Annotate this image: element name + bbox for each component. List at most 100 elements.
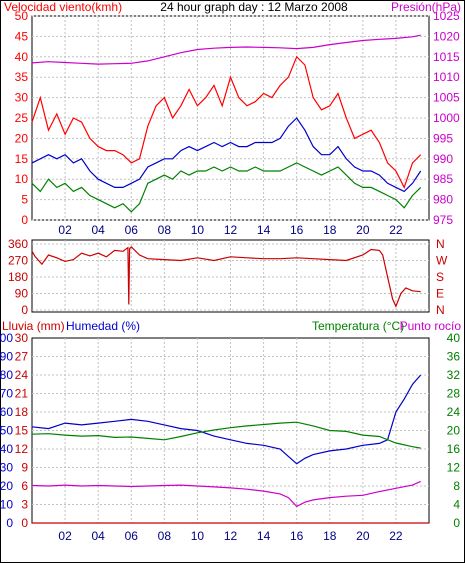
rain-tick-label: 12 [15, 442, 29, 456]
hour-tick-label: 12 [224, 223, 238, 237]
panel3-hour-ticks: 02 04 06 08 10 12 14 16 18 20 22 [58, 529, 403, 543]
wind-speed-tick-label: 50 [15, 9, 29, 23]
humidity-tick-label: 70 [0, 387, 13, 401]
wind-speed-ticks: 0 5 10 15 20 25 30 35 40 45 50 [15, 9, 29, 227]
hour-tick-label: 08 [158, 529, 172, 543]
wind-direction-grid [32, 240, 429, 312]
chart-title: 24 hour graph day : 12 Marzo 2008 [160, 0, 348, 14]
rain-tick-label: 9 [21, 461, 28, 475]
temperature-tick-label: 4 [453, 498, 460, 512]
rain-tick-label: 0 [21, 516, 28, 530]
temperature-line [31, 421, 421, 449]
wind-pressure-series [31, 34, 422, 213]
humidity-tick-label: 60 [0, 405, 13, 419]
rain-tick-label: 30 [15, 331, 29, 345]
humidity-line [31, 374, 422, 465]
hour-tick-label: 04 [91, 529, 105, 543]
humidity-tick-label: 40 [0, 442, 13, 456]
pressure-tick-label: 985 [433, 172, 453, 186]
temperature-tick-label: 0 [453, 516, 460, 530]
pressure-tick-label: 975 [433, 213, 453, 227]
wind-direction-series [31, 245, 421, 308]
hour-tick-label: 10 [191, 223, 205, 237]
wind-speed-tick-label: 20 [15, 131, 29, 145]
temperature-tick-label: 32 [447, 368, 461, 382]
temperature-tick-label: 28 [447, 387, 461, 401]
wind-direction-degree-label: 360 [8, 237, 28, 251]
pressure-tick-label: 1000 [433, 111, 460, 125]
rain-tick-label: 18 [15, 405, 29, 419]
wind-gust-line [31, 55, 422, 189]
hour-tick-label: 18 [323, 529, 337, 543]
compass-direction-label: W [436, 254, 448, 268]
temperature-axis-label: Temperatura (°C) [312, 319, 404, 333]
temperature-tick-label: 12 [447, 461, 461, 475]
pressure-ticks: 975 980 985 990 995 1000 1005 1010 1015 1020 1025 [433, 9, 460, 227]
hour-tick-label: 20 [356, 223, 370, 237]
compass-direction-label: S [436, 270, 444, 284]
wind-direction-degree-label: 270 [8, 254, 28, 268]
pressure-tick-label: 1005 [433, 91, 460, 105]
rain-tick-label: 6 [21, 479, 28, 493]
rain-tick-label: 21 [15, 387, 29, 401]
pressure-tick-label: 1020 [433, 29, 460, 43]
wind-direction-degree-label: 90 [15, 287, 29, 301]
wind-direction-line [31, 245, 421, 308]
wind-speed-tick-label: 25 [15, 111, 29, 125]
wind-speed-tick-label: 15 [15, 152, 29, 166]
wind-average-line [31, 162, 422, 213]
humidity-tick-label: 50 [0, 424, 13, 438]
hour-tick-label: 16 [290, 223, 304, 237]
humidity-axis-label: Humedad (%) [66, 319, 140, 333]
pressure-line [31, 34, 421, 65]
hour-tick-label: 22 [389, 223, 403, 237]
humidity-temperature-panel: 0102030405060708090100036912151821242730… [0, 331, 460, 543]
hour-tick-label: 02 [58, 223, 72, 237]
rain-tick-label: 3 [21, 498, 28, 512]
humidity-tick-label: 30 [0, 461, 13, 475]
temperature-ticks: 0 4 8 12 16 20 24 28 32 36 40 [447, 331, 461, 530]
pressure-tick-label: 990 [433, 152, 453, 166]
hour-tick-label: 16 [290, 529, 304, 543]
wind-pressure-grid [32, 15, 429, 221]
rain-tick-label: 15 [15, 424, 29, 438]
hour-tick-label: 14 [257, 223, 271, 237]
hour-tick-label: 14 [257, 529, 271, 543]
hour-tick-label: 06 [125, 223, 139, 237]
hour-tick-label: 08 [158, 223, 172, 237]
hour-tick-label: 06 [125, 529, 139, 543]
temperature-tick-label: 20 [447, 424, 461, 438]
pressure-tick-label: 1010 [433, 70, 460, 84]
pressure-tick-label: 995 [433, 131, 453, 145]
compass-direction-label: N [436, 303, 445, 317]
hour-tick-label: 18 [323, 223, 337, 237]
humidity-tick-label: 0 [6, 516, 13, 530]
temperature-tick-label: 8 [453, 479, 460, 493]
temperature-tick-label: 40 [447, 331, 461, 345]
hour-tick-label: 20 [356, 529, 370, 543]
humidity-tick-label: 10 [0, 498, 13, 512]
wind-speed-tick-label: 35 [15, 70, 29, 84]
temperature-tick-label: 16 [447, 442, 461, 456]
panel1-hour-ticks: 02 04 06 08 10 12 14 16 18 20 22 [58, 223, 403, 237]
wind-speed-tick-label: 40 [15, 50, 29, 64]
wind-speed-tick-label: 10 [15, 172, 29, 186]
rain-axis-label: Lluvia (mm) [2, 319, 65, 333]
rain-tick-label: 24 [15, 368, 29, 382]
temperature-tick-label: 24 [447, 405, 461, 419]
wind-direction-degree-label: 0 [21, 303, 28, 317]
wind-speed-axis-label: Velocidad viento(kmh) [4, 0, 122, 14]
wind-speed-tick-label: 5 [21, 193, 28, 207]
pressure-tick-label: 980 [433, 193, 453, 207]
wind-speed-tick-label: 45 [15, 29, 29, 43]
compass-direction-label: N [436, 237, 445, 251]
hour-tick-label: 22 [389, 529, 403, 543]
hour-tick-label: 02 [58, 529, 72, 543]
wind-mean-line [31, 117, 422, 193]
humidity-temperature-series [31, 374, 429, 524]
dew-point-line [31, 480, 421, 508]
wind-direction-degree-label: 180 [8, 270, 28, 284]
wind-speed-tick-label: 30 [15, 91, 29, 105]
